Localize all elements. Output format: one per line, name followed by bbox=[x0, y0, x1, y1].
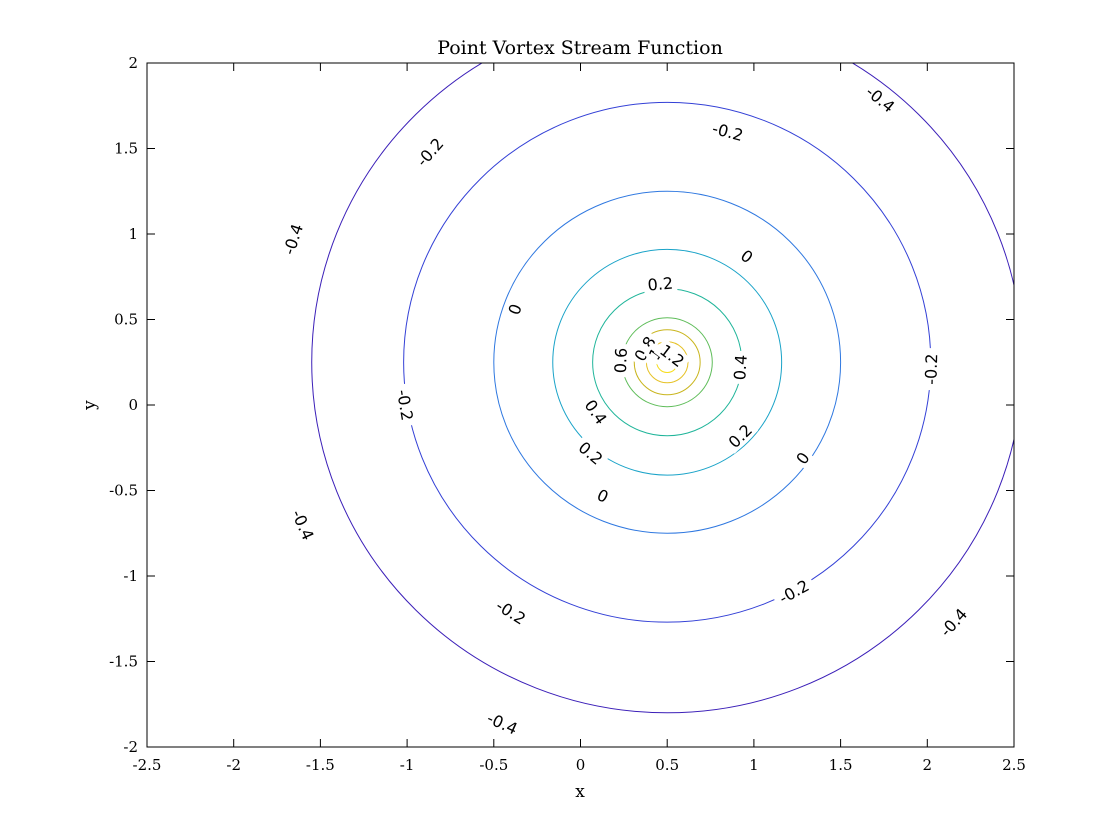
x-tick-label: 0 bbox=[576, 756, 586, 774]
contour-label-bg bbox=[858, 78, 903, 120]
contour-label-bg bbox=[921, 347, 941, 391]
contour-label-bg bbox=[735, 244, 759, 268]
contour-label-bg bbox=[771, 573, 817, 610]
contour-line-0 bbox=[311, 63, 1014, 714]
x-tick-label: -2.5 bbox=[133, 756, 162, 774]
contour-label-15: 0.2 bbox=[643, 273, 678, 295]
contour-label-11: 0 bbox=[735, 244, 759, 268]
contour-label-text: -0.2 bbox=[393, 388, 417, 422]
contour-label-bg bbox=[610, 343, 630, 378]
x-tick-label: 1 bbox=[749, 756, 759, 774]
contour-label-bg bbox=[643, 273, 678, 295]
y-tick-label: 0.5 bbox=[114, 311, 138, 329]
y-tick-label: -1.5 bbox=[109, 653, 138, 671]
y-tick-label: 1 bbox=[128, 225, 138, 243]
chart-title: Point Vortex Stream Function bbox=[437, 37, 723, 59]
contour-line-3 bbox=[552, 248, 783, 476]
x-tick-label: -1.5 bbox=[306, 756, 335, 774]
contour-label-13: 0 bbox=[592, 484, 614, 507]
y-tick-label: 1.5 bbox=[114, 140, 138, 158]
contour-label-14: 0 bbox=[790, 446, 815, 470]
contour-label-bg bbox=[286, 501, 320, 548]
contour-label-bg bbox=[503, 299, 526, 320]
contour-label-bg bbox=[488, 593, 534, 631]
contour-line-2 bbox=[493, 190, 842, 534]
x-tick-label: 0.5 bbox=[655, 756, 679, 774]
x-tick-label: 1.5 bbox=[829, 756, 853, 774]
contour-label-12: 0 bbox=[503, 299, 526, 320]
y-tick-label: -2 bbox=[123, 738, 138, 756]
y-tick-label: -0.5 bbox=[109, 482, 138, 500]
contour-label-bg bbox=[628, 329, 661, 368]
y-tick-label: 2 bbox=[128, 54, 138, 72]
contour-labels: -0.4-0.4-0.4-0.4-0.4-0.2-0.2-0.2-0.2-0.2… bbox=[277, 78, 975, 740]
y-tick-label: -1 bbox=[123, 567, 138, 585]
contour-label-bg bbox=[790, 446, 815, 470]
x-tick-label: -1 bbox=[400, 756, 415, 774]
x-tick-label: 2.5 bbox=[1002, 756, 1026, 774]
contour-label-20: 0.6 bbox=[610, 343, 631, 378]
x-tick-label: 2 bbox=[923, 756, 933, 774]
contour-line-6 bbox=[633, 329, 701, 396]
contour-label-text: 0.4 bbox=[730, 354, 751, 381]
y-axis-label: y bbox=[80, 400, 100, 411]
contour-label-bg bbox=[932, 600, 975, 644]
contour-label-19: 0.4 bbox=[729, 350, 751, 385]
x-axis-label: x bbox=[575, 782, 585, 802]
contour-label-bg bbox=[721, 417, 759, 454]
contour-label-bg bbox=[653, 338, 691, 373]
y-tick-label: 0 bbox=[128, 396, 138, 414]
contour-label-bg bbox=[393, 382, 418, 428]
contour-label-bg bbox=[592, 484, 614, 507]
contour-label-text: 0.2 bbox=[647, 274, 674, 295]
contour-label-7: -0.2 bbox=[393, 382, 418, 428]
contour-label-text: -0.2 bbox=[921, 353, 941, 385]
contour-label-bg bbox=[572, 435, 610, 471]
contour-label-bg bbox=[277, 216, 308, 262]
contour-label-bg bbox=[408, 130, 451, 174]
axis-ticks: -2.5 -2 -1.5 -1 -0.5 0 0.5 1 1.5 2 2.5-2-1.5-1-0.5… bbox=[109, 54, 1026, 774]
contour-label-bg bbox=[479, 706, 526, 740]
x-tick-label: -2 bbox=[226, 756, 241, 774]
contour-label-bg bbox=[579, 393, 613, 431]
contour-label-text: 0.6 bbox=[611, 347, 631, 373]
contour-label-bg bbox=[643, 342, 667, 366]
x-tick-label: -0.5 bbox=[479, 756, 508, 774]
contour-label-23: 1.2 bbox=[653, 338, 691, 373]
contour-label-bg bbox=[729, 350, 751, 385]
contour-label-10: -0.2 bbox=[921, 347, 941, 391]
contour-label-bg bbox=[705, 117, 751, 146]
